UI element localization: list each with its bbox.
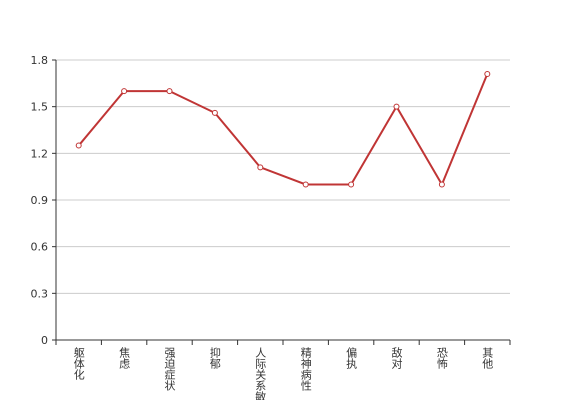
x-tick-label: 恐怖 [435, 347, 448, 369]
line [77, 73, 489, 187]
x-tick-label: 其他 [481, 347, 494, 369]
x-tick-label: 抑郁 [208, 346, 221, 369]
x-tick-label: 人际关系敏感 [254, 347, 267, 400]
point [438, 181, 445, 188]
x-tick-label: 焦虑 [118, 347, 131, 369]
point [302, 181, 309, 188]
y-tick-label: 1.5 [31, 101, 49, 114]
y-tick-label: 0.3 [31, 287, 49, 300]
point [166, 88, 173, 95]
y-tick-label: 0 [41, 334, 48, 347]
x-tick-label: 偏执 [345, 346, 358, 370]
x-tick-label: 躯体化 [72, 347, 85, 381]
point [348, 181, 355, 188]
y-tick-label: 1.8 [31, 54, 49, 67]
point [121, 88, 128, 95]
point [257, 164, 264, 171]
point [484, 71, 491, 77]
point [75, 142, 82, 149]
y-tick-label: 0.9 [31, 194, 49, 207]
x-tick-label: 敌对 [390, 346, 403, 369]
y-tick-label: 0.6 [31, 241, 49, 254]
point [393, 103, 400, 110]
x-tick-label: 精神病性 [299, 347, 312, 392]
x-tick-label: 强迫症状 [163, 347, 176, 391]
y-tick-label: 1.2 [31, 147, 49, 160]
point [211, 109, 218, 116]
